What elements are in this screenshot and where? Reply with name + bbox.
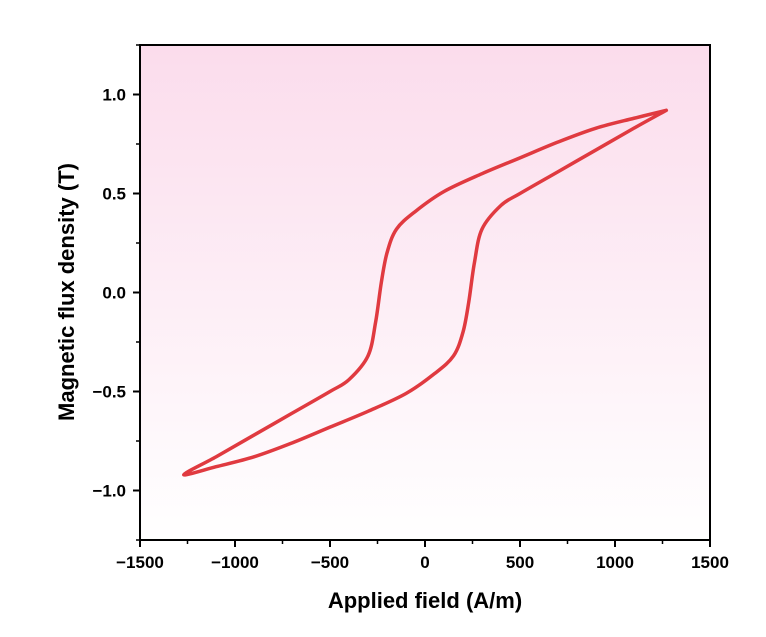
x-tick-label: −1000 [211,553,259,572]
plot-background [140,45,710,540]
y-tick-label: −1.0 [92,482,126,501]
y-tick-label: 0.5 [102,185,126,204]
y-tick-label: 1.0 [102,86,126,105]
y-axis: −1.0 −0.5 0.0 0.5 1.0 [92,44,140,541]
x-tick-label: 1000 [596,553,634,572]
x-tick-label: −1500 [116,553,164,572]
hysteresis-loop-line [181,108,669,477]
x-axis: −1500 −1000 −500 0 500 1000 1500 [116,540,729,572]
x-tick-label: 500 [506,553,534,572]
x-tick-label: −500 [311,553,349,572]
x-tick-label: 1500 [691,553,729,572]
curve-layer [181,108,669,477]
y-tick-label: 0.0 [102,284,126,303]
y-tick-label: −0.5 [92,383,126,402]
y-axis-title: Magnetic flux density (T) [54,163,79,421]
x-tick-label: 0 [420,553,429,572]
x-axis-title: Applied field (A/m) [328,588,522,613]
